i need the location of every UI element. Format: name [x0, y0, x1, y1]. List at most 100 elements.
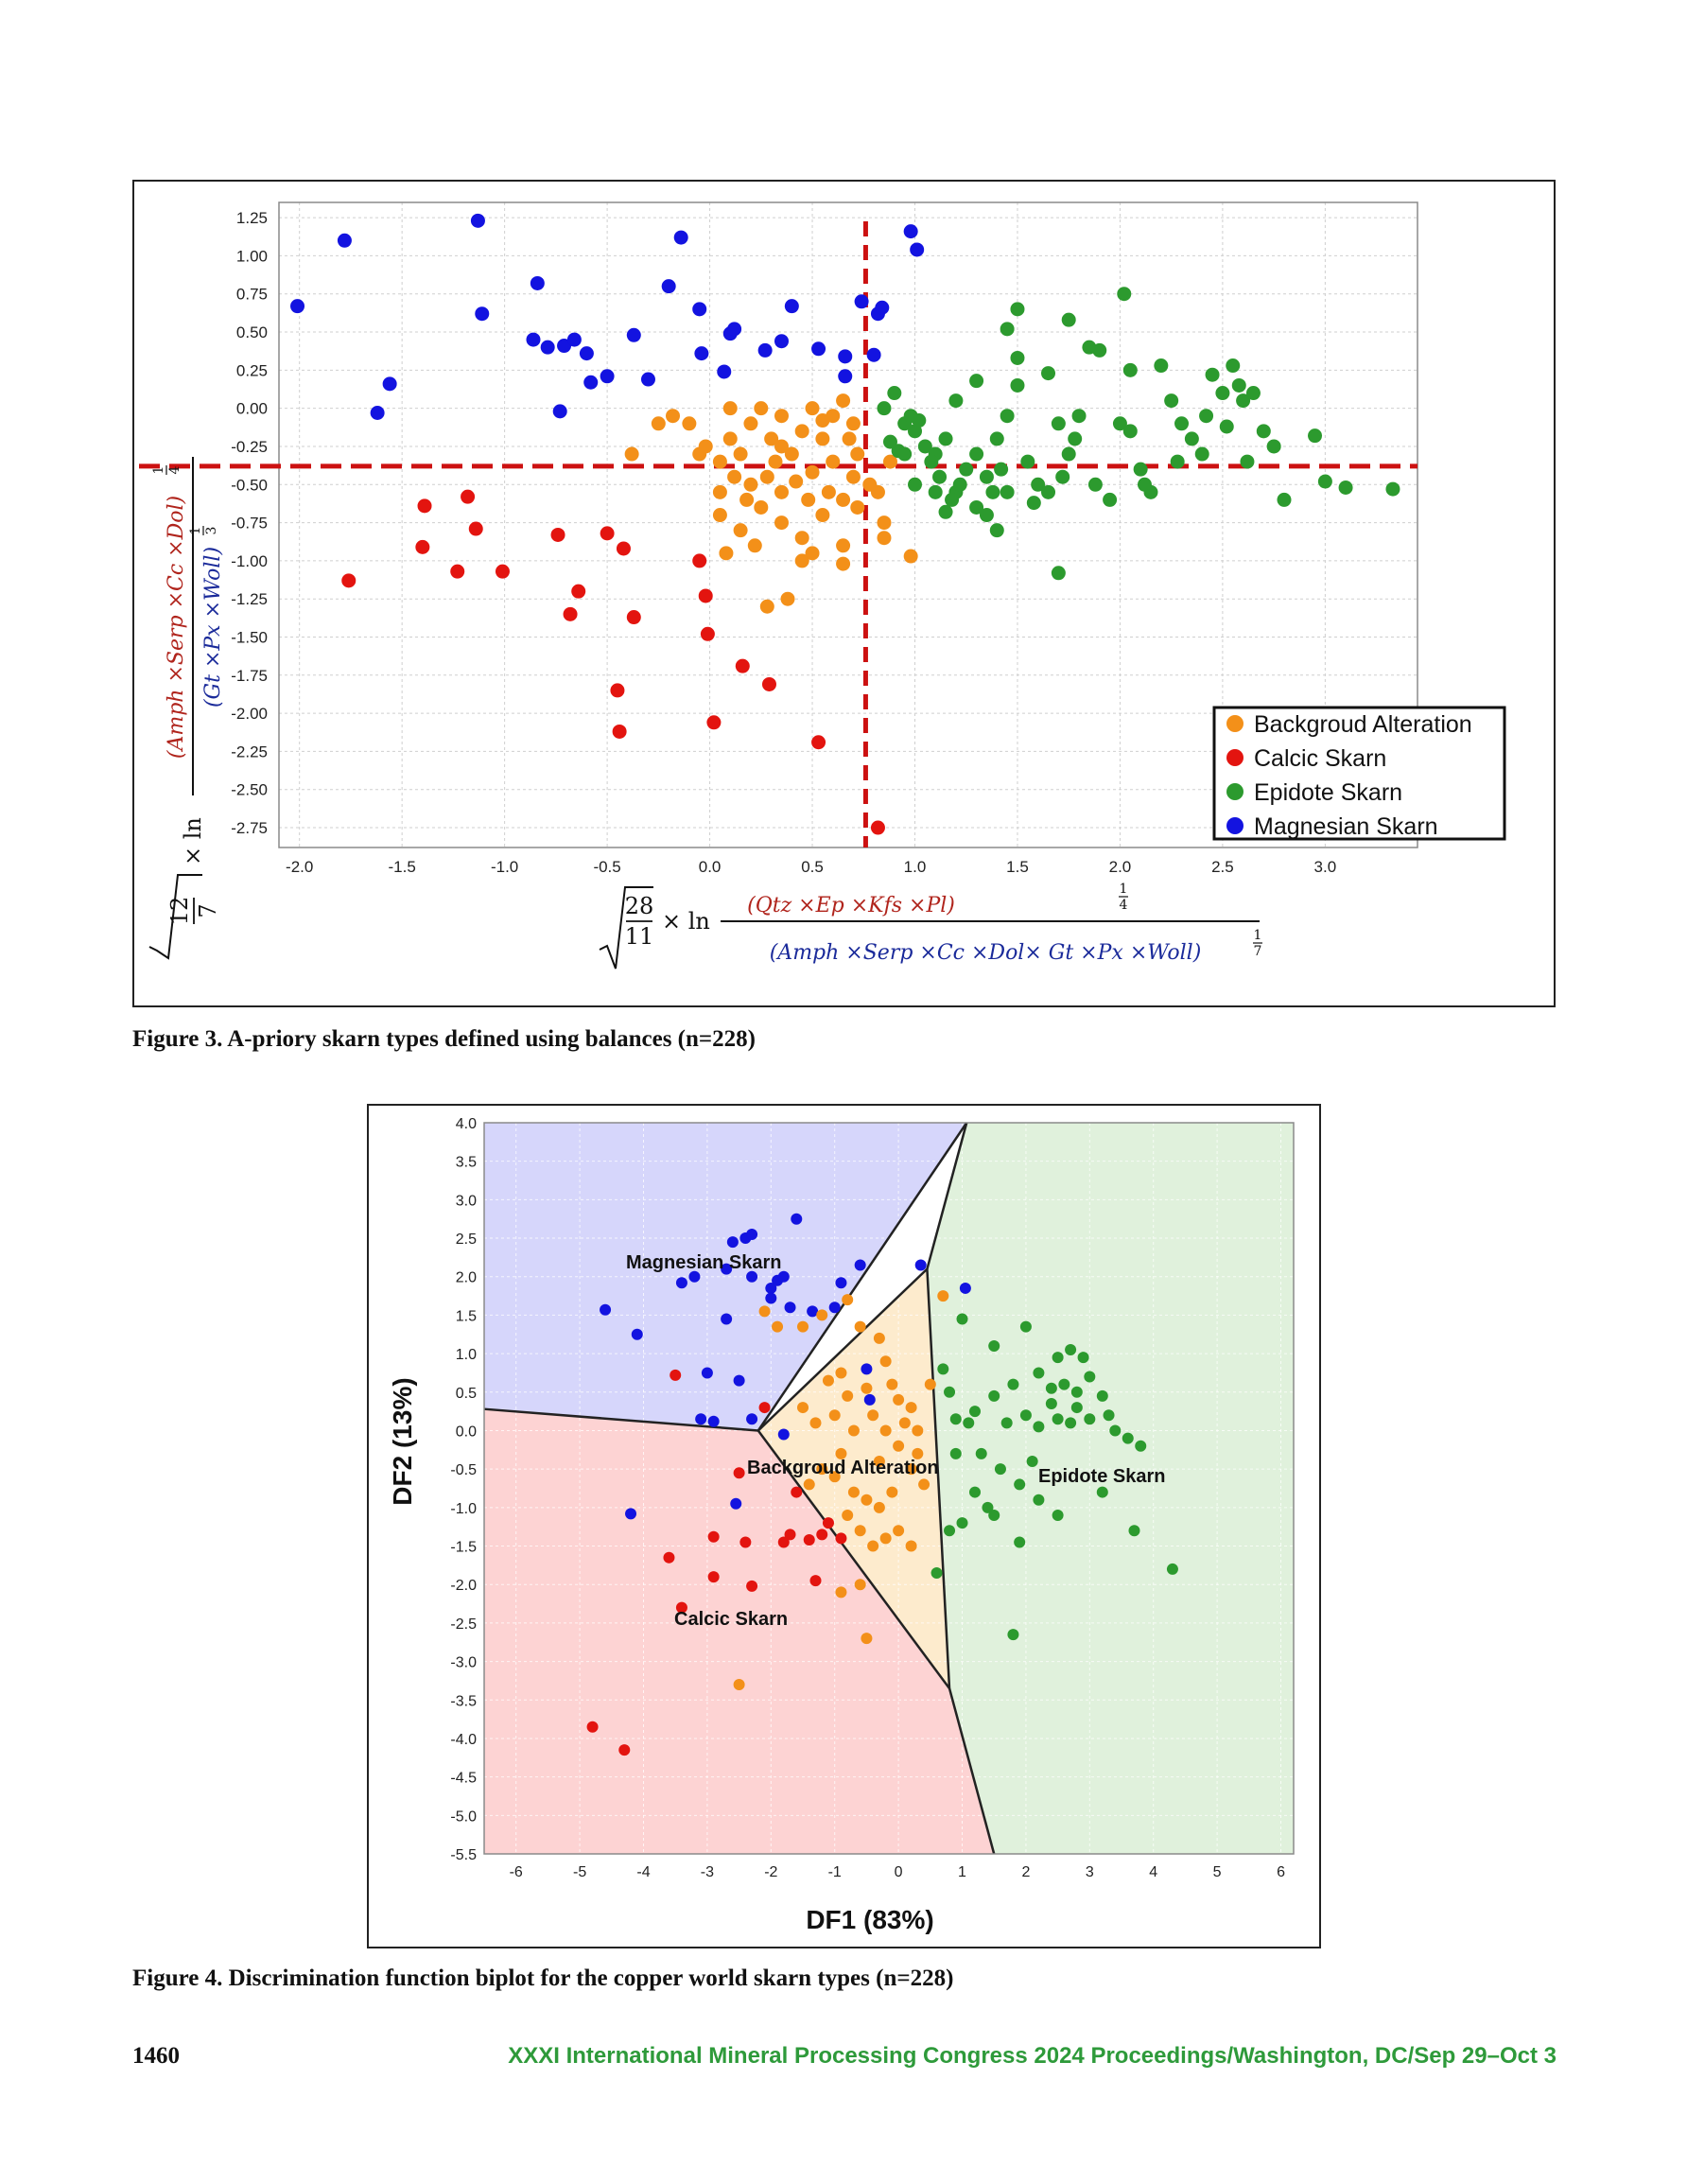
- figure-4: -6 -5 -4 -3 -2 -1 0 1 2 3 4 5 6 4.0 3.5 3.0 2.5 2.0 1.5 1.0…: [367, 1104, 1321, 1948]
- point-backgroud-alteration: [801, 492, 816, 507]
- x-tick-label: 2.0: [1109, 858, 1132, 876]
- point-backgroud-alteration: [862, 477, 878, 492]
- point-calcic-skarn: [616, 541, 631, 556]
- x-num-exp-den: 4: [1120, 898, 1128, 913]
- point-backgroud-alteration: [747, 538, 762, 553]
- point-magnesian-skarn: [552, 404, 567, 419]
- x-tick-label: 0.0: [699, 858, 722, 876]
- legend-marker-calcic: [1226, 749, 1244, 766]
- figure-3-caption: Figure 3. A-priory skarn types defined u…: [132, 1026, 756, 1052]
- point-backgroud-alteration: [882, 454, 897, 469]
- y-tick-label: -0.5: [450, 1462, 477, 1478]
- point-calcic-skarn: [761, 676, 776, 691]
- point-magnesian-skarn: [721, 1313, 733, 1325]
- point-epidote-skarn: [1133, 462, 1148, 477]
- point-epidote-skarn: [1010, 377, 1025, 393]
- point-backgroud-alteration: [733, 1678, 745, 1690]
- point-epidote-skarn: [924, 454, 939, 469]
- label-epidote-skarn: Epidote Skarn: [1038, 1466, 1165, 1487]
- point-calcic-skarn: [468, 521, 483, 536]
- y-axis-title: DF2 (13%): [388, 1377, 417, 1505]
- point-calcic-skarn: [610, 683, 625, 698]
- y-tick-label: -1.25: [231, 590, 268, 608]
- point-backgroud-alteration: [754, 401, 769, 416]
- class-regions: [484, 1123, 1294, 1854]
- x-axis-formula: 28 11 × ln (Qtz ×Ep ×Kfs ×Pl) 1 4 (Amph …: [599, 882, 1262, 970]
- point-backgroud-alteration: [903, 549, 918, 564]
- point-magnesian-skarn: [370, 405, 385, 420]
- y-tick-label: -1.5: [450, 1540, 477, 1556]
- x-tick-label: -1: [828, 1864, 842, 1880]
- point-magnesian-skarn: [903, 224, 918, 239]
- point-epidote-skarn: [1020, 454, 1035, 469]
- point-epidote-skarn: [1164, 393, 1179, 409]
- point-epidote-skarn: [1007, 1629, 1019, 1641]
- point-backgroud-alteration: [719, 546, 734, 561]
- point-epidote-skarn: [1245, 386, 1261, 401]
- point-epidote-skarn: [949, 1413, 962, 1425]
- point-epidote-skarn: [1092, 342, 1107, 358]
- tick-labels: -6 -5 -4 -3 -2 -1 0 1 2 3 4 5 6 4.0 3.5 3.0 2.5 2.0 1.5 1.0…: [450, 1116, 1285, 1880]
- point-magnesian-skarn: [540, 340, 555, 355]
- y-tick-label: -2.5: [450, 1616, 477, 1633]
- boundary-line: [926, 1122, 968, 1269]
- y-tick-label: -2.00: [231, 705, 268, 723]
- point-epidote-skarn: [968, 1486, 981, 1498]
- point-calcic-skarn: [784, 1529, 796, 1541]
- point-epidote-skarn: [917, 439, 932, 454]
- y-tick-label: -2.0: [450, 1578, 477, 1594]
- point-backgroud-alteration: [759, 469, 774, 484]
- point-epidote-skarn: [1103, 492, 1118, 507]
- region-calcic: [484, 1408, 995, 1854]
- point-magnesian-skarn: [579, 346, 594, 361]
- point-backgroud-alteration: [794, 531, 809, 546]
- point-backgroud-alteration: [758, 1305, 771, 1318]
- y-tick-label: 1.25: [236, 209, 268, 227]
- point-calcic-skarn: [571, 584, 586, 599]
- point-epidote-skarn: [1154, 358, 1169, 374]
- point-calcic-skarn: [733, 1467, 745, 1479]
- point-magnesian-skarn: [290, 299, 305, 314]
- point-epidote-skarn: [1277, 492, 1292, 507]
- point-epidote-skarn: [1308, 428, 1323, 444]
- y-tick-label: -4.0: [450, 1732, 477, 1748]
- x-den-exp-num: 1: [1254, 928, 1262, 943]
- point-epidote-skarn: [932, 469, 948, 484]
- point-magnesian-skarn: [600, 369, 615, 384]
- point-calcic-skarn: [461, 489, 476, 504]
- x-tick-label: -5: [573, 1864, 586, 1880]
- point-epidote-skarn: [912, 413, 927, 428]
- y-tick-label: -5.0: [450, 1808, 477, 1825]
- point-epidote-skarn: [882, 434, 897, 449]
- point-epidote-skarn: [1045, 1382, 1057, 1394]
- point-epidote-skarn: [1007, 1378, 1019, 1390]
- point-epidote-skarn: [1010, 350, 1025, 365]
- point-epidote-skarn: [959, 462, 974, 477]
- point-epidote-skarn: [1061, 312, 1076, 327]
- point-magnesian-skarn: [774, 334, 789, 349]
- point-backgroud-alteration: [666, 409, 681, 424]
- point-backgroud-alteration: [836, 556, 851, 571]
- point-backgroud-alteration: [815, 413, 830, 428]
- point-epidote-skarn: [1112, 416, 1127, 431]
- point-magnesian-skarn: [791, 1213, 803, 1225]
- point-epidote-skarn: [956, 1313, 968, 1325]
- point-calcic-skarn: [739, 1536, 752, 1548]
- point-epidote-skarn: [1385, 481, 1400, 497]
- point-calcic-skarn: [495, 564, 510, 579]
- point-magnesian-skarn: [730, 1497, 742, 1510]
- y-tick-label: 0.5: [456, 1386, 477, 1402]
- data-points: [586, 1213, 1178, 1756]
- point-epidote-skarn: [1194, 446, 1209, 462]
- x-tick-label: 1.0: [904, 858, 927, 876]
- point-magnesian-skarn: [733, 1374, 745, 1387]
- point-epidote-skarn: [1019, 1320, 1032, 1333]
- y-tick-label: 0.25: [236, 361, 268, 379]
- point-epidote-skarn: [1338, 480, 1353, 495]
- point-epidote-skarn: [994, 1463, 1006, 1476]
- point-backgroud-alteration: [836, 393, 851, 409]
- point-epidote-skarn: [1226, 358, 1241, 374]
- point-epidote-skarn: [1065, 1344, 1077, 1356]
- point-epidote-skarn: [1041, 484, 1056, 499]
- x-tick-label: -0.5: [593, 858, 620, 876]
